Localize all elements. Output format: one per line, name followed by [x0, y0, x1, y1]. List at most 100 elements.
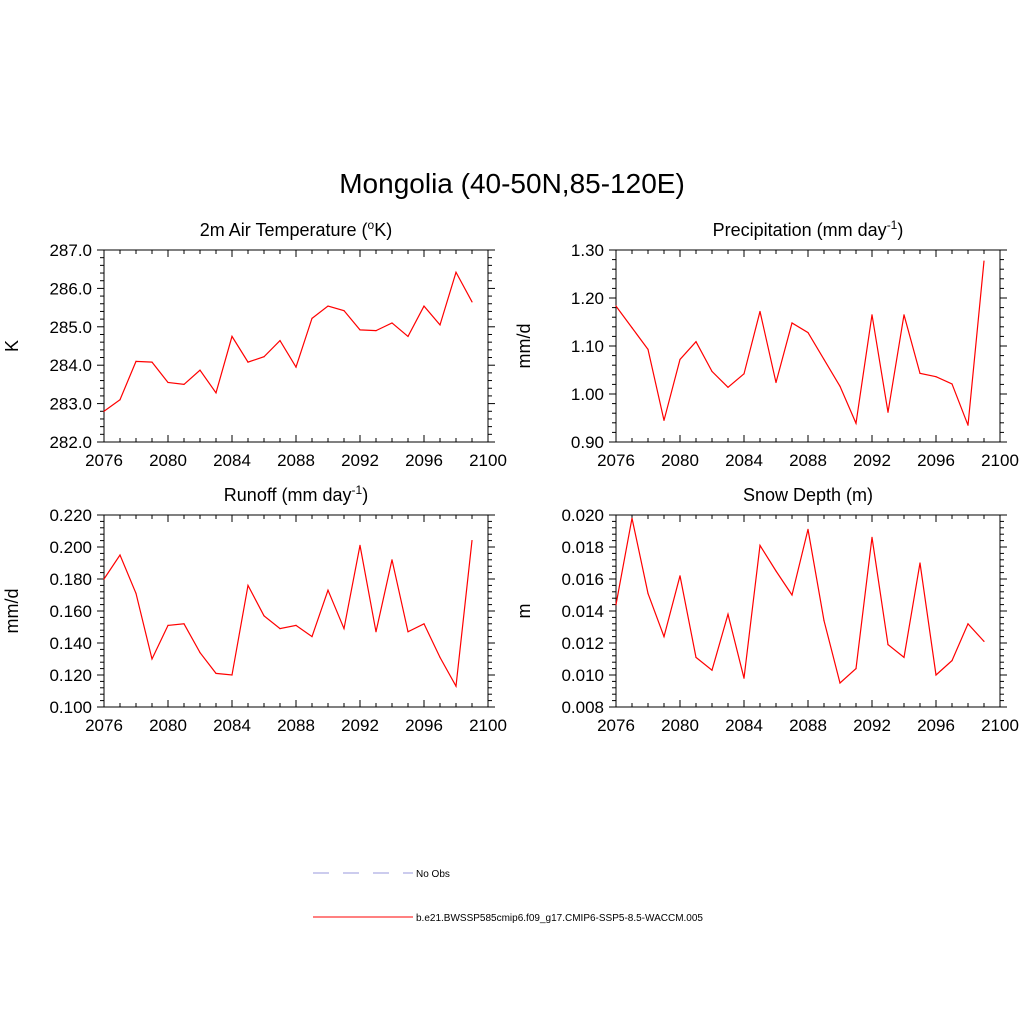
x-tick-label: 2076	[85, 716, 123, 735]
data-point	[439, 324, 441, 326]
data-point	[263, 615, 265, 617]
data-point	[935, 674, 937, 676]
data-point	[759, 310, 761, 313]
data-point	[327, 305, 329, 307]
data-point	[903, 656, 905, 659]
chart-panels: 2076 2080 2084 2088 2092 2096 2100 282.0 283.0 28…	[2, 218, 1019, 735]
x-tick-label: 2096	[917, 451, 955, 470]
data-point	[247, 361, 249, 363]
legend-no-obs-label: No Obs	[416, 869, 450, 880]
data-point	[471, 301, 473, 303]
data-point	[711, 669, 713, 671]
y-tick-label: 283.0	[49, 395, 92, 414]
y-tick-label: 0.180	[49, 570, 92, 589]
y-tick-label: 0.160	[49, 602, 92, 621]
x-tick-label: 2100	[469, 716, 507, 735]
chart-panel-3: 2076 2080 2084 2088 2092 2096 2100 0.100 0.120 0.…	[2, 483, 507, 735]
data-point	[823, 620, 825, 622]
chart-panel-1: 2076 2080 2084 2088 2092 2096 2100 282.0 283.0 28…	[2, 218, 507, 470]
data-point	[327, 589, 329, 591]
data-point	[343, 310, 345, 312]
data-point	[231, 674, 233, 676]
data-point	[183, 383, 185, 385]
x-tick-label: 2100	[981, 451, 1019, 470]
x-tick-label: 2080	[661, 716, 699, 735]
y-tick-label: 285.0	[49, 318, 92, 337]
data-point	[695, 341, 697, 343]
data-point	[407, 335, 409, 337]
y-tick-label: 0.220	[49, 506, 92, 525]
data-point	[935, 376, 937, 378]
plot-frame	[103, 249, 489, 443]
chart-panel-2: 2076 2080 2084 2088 2092 2096 2100 0.90 1.00 1.10…	[514, 218, 1019, 470]
data-point	[951, 383, 953, 385]
data-point	[887, 411, 889, 413]
data-point	[871, 536, 873, 539]
data-point	[391, 559, 393, 561]
data-point	[231, 335, 233, 337]
data-point	[471, 540, 473, 542]
x-tick-label: 2088	[277, 716, 315, 735]
data-point	[631, 517, 633, 519]
data-point	[199, 652, 201, 654]
data-point	[695, 656, 697, 659]
data-point	[103, 578, 105, 580]
data-point	[647, 348, 649, 350]
data-point	[807, 528, 809, 531]
data-point	[423, 305, 425, 307]
x-tick-label: 2096	[405, 716, 443, 735]
series-line	[615, 518, 985, 685]
data-point	[167, 381, 169, 384]
data-point	[743, 677, 745, 679]
data-point	[743, 373, 745, 375]
x-tick-label: 2076	[597, 716, 635, 735]
data-point	[407, 631, 409, 633]
data-point	[887, 644, 889, 646]
data-point	[295, 366, 297, 368]
y-axis-label: mm/d	[514, 324, 534, 369]
x-tick-label: 2100	[469, 451, 507, 470]
y-tick-label: 0.90	[571, 433, 604, 452]
y-tick-label: 0.140	[49, 634, 92, 653]
y-axis-label: mm/d	[2, 589, 22, 634]
data-point	[311, 317, 313, 319]
data-point	[151, 658, 153, 660]
data-point	[775, 381, 777, 384]
x-tick-label: 2088	[789, 451, 827, 470]
data-point	[903, 314, 905, 316]
data-point	[343, 628, 345, 630]
data-point	[263, 356, 265, 358]
y-tick-label: 1.10	[571, 337, 604, 356]
data-point	[615, 305, 617, 307]
data-point	[855, 668, 857, 670]
data-point	[839, 682, 841, 684]
data-point	[455, 271, 457, 273]
y-tick-label: 0.016	[561, 570, 604, 589]
data-point	[871, 314, 873, 316]
data-point	[119, 554, 121, 556]
x-tick-label: 2076	[85, 451, 123, 470]
y-tick-label: 0.120	[49, 666, 92, 685]
y-tick-label: 0.012	[561, 634, 604, 653]
data-point	[295, 624, 297, 627]
y-axis-label: K	[2, 340, 22, 352]
data-point	[167, 624, 169, 627]
x-tick-label: 2092	[853, 451, 891, 470]
x-tick-label: 2092	[853, 716, 891, 735]
x-tick-label: 2080	[149, 716, 187, 735]
data-point	[135, 360, 137, 362]
y-axis-label: m	[514, 604, 534, 619]
plot-frame	[615, 514, 1001, 708]
y-tick-label: 1.20	[571, 289, 604, 308]
x-tick-label: 2084	[213, 716, 251, 735]
y-tick-label: 0.200	[49, 538, 92, 557]
x-tick-label: 2084	[213, 451, 251, 470]
data-point	[423, 623, 425, 625]
data-point	[119, 399, 121, 401]
data-point	[151, 361, 153, 363]
data-point	[711, 370, 713, 373]
data-point	[919, 562, 921, 564]
data-point	[839, 385, 841, 387]
data-point	[727, 386, 729, 388]
